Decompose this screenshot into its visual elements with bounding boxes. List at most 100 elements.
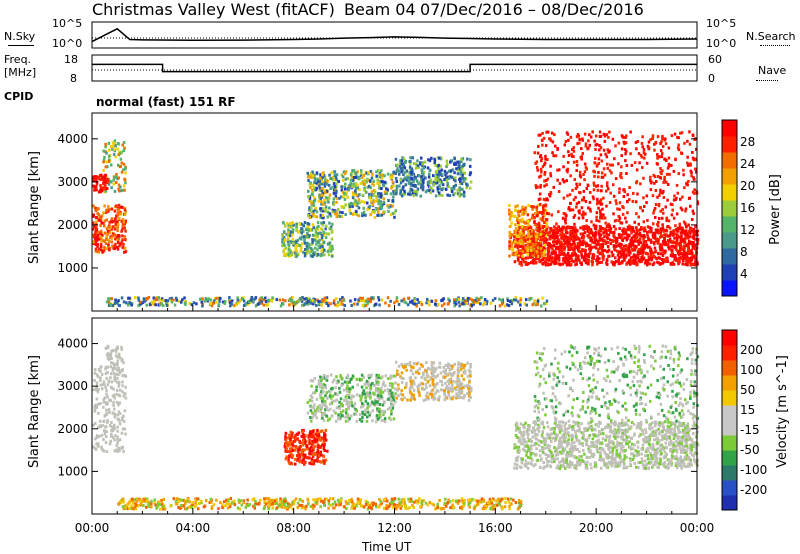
power-cell [656, 241, 660, 245]
power-cell [694, 253, 698, 257]
velocity-cell [93, 379, 96, 382]
power-cell [307, 245, 311, 249]
power-cell [364, 303, 368, 307]
power-cell [534, 303, 537, 307]
power-cell [356, 302, 359, 306]
power-cell [617, 255, 621, 259]
power-cell [537, 133, 540, 137]
power-cell [118, 244, 121, 248]
power-cell [584, 251, 587, 255]
power-cell [523, 249, 526, 253]
power-cell [652, 222, 655, 226]
power-cell [602, 132, 606, 136]
power-cell [608, 130, 611, 134]
power-cell [538, 202, 542, 206]
power-cell [656, 135, 660, 139]
velocity-cell [302, 456, 306, 460]
power-cell [130, 303, 133, 307]
power-cell [550, 229, 553, 233]
velocity-cell [296, 458, 299, 462]
power-cell [481, 303, 485, 307]
power-cell [463, 302, 467, 306]
power-cell [154, 303, 158, 307]
velocity-cell [359, 398, 363, 402]
power-cell [536, 303, 539, 306]
velocity-cell [112, 411, 115, 415]
power-cell [419, 162, 422, 166]
power-cell [665, 172, 669, 176]
velocity-cell [113, 375, 116, 379]
power-cell [661, 207, 664, 211]
power-cell [124, 171, 127, 175]
power-cell [117, 217, 121, 220]
power-cell [692, 158, 696, 162]
power-cell [114, 144, 117, 148]
power-cell [116, 247, 120, 251]
power-cell [324, 178, 327, 182]
power-cell [333, 185, 337, 189]
power-cell [692, 234, 696, 238]
velocity-cell [382, 413, 385, 417]
power-cell [287, 230, 290, 233]
power-cell [95, 236, 99, 239]
power-cell [242, 299, 246, 303]
velocity-cell [311, 439, 314, 443]
power-cell [608, 254, 611, 258]
velocity-cell [110, 432, 113, 436]
power-cell [389, 204, 393, 208]
power-cell [474, 301, 477, 304]
power-cell [433, 161, 436, 165]
power-cell [584, 142, 588, 146]
power-cell [525, 298, 528, 302]
power-cell [682, 254, 685, 258]
power-cell [331, 175, 335, 179]
power-cell [676, 146, 680, 150]
power-cell [666, 198, 669, 202]
power-cell [575, 259, 579, 263]
power-cell [438, 180, 441, 184]
velocity-cell [378, 412, 382, 416]
power-cell [539, 247, 543, 251]
power-cell [348, 205, 352, 209]
power-cell [336, 304, 339, 308]
power-cell [589, 236, 593, 240]
power-cell [655, 180, 658, 183]
power-cell [536, 246, 540, 250]
power-cell [114, 242, 117, 246]
power-cell [409, 182, 413, 186]
power-cell [559, 233, 562, 237]
power-cell [321, 173, 324, 177]
velocity-cell [319, 450, 323, 454]
velocity-cell [293, 448, 297, 452]
power-cell [120, 170, 124, 174]
power-cell [320, 202, 323, 206]
velocity-cell [291, 453, 295, 457]
power-cell [117, 234, 120, 238]
velocity-cell [123, 374, 126, 377]
velocity-cell [95, 373, 99, 377]
velocity-cell [285, 455, 288, 459]
power-cell [538, 241, 541, 245]
power-cell [680, 131, 684, 135]
power-cell [629, 228, 633, 232]
power-cell [650, 256, 654, 260]
power-cell [292, 223, 295, 227]
noise-tick-top-left: 10^5 [52, 17, 83, 30]
power-cell [617, 141, 621, 145]
power-cell [687, 179, 690, 183]
power-cell [542, 206, 545, 210]
velocity-cell [308, 447, 312, 451]
power-cell [121, 222, 125, 226]
power-cell [578, 174, 582, 177]
power-cell [545, 299, 549, 303]
power-cell [508, 254, 511, 258]
power-cell [354, 171, 358, 175]
power-cell [359, 181, 363, 185]
power-cell [404, 159, 408, 163]
power-cell [567, 225, 570, 229]
power-cell [369, 213, 372, 217]
power-cell [536, 151, 540, 155]
power-cell [409, 156, 412, 160]
power-cell [581, 198, 584, 202]
velocity-cell [105, 408, 108, 412]
